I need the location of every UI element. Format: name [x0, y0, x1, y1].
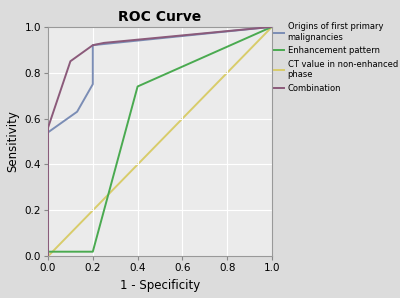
X-axis label: 1 - Specificity: 1 - Specificity: [120, 279, 200, 292]
Y-axis label: Sensitivity: Sensitivity: [6, 111, 19, 173]
Title: ROC Curve: ROC Curve: [118, 10, 202, 24]
Legend: Origins of first primary
malignancies, Enhancement pattern, CT value in non-enha: Origins of first primary malignancies, E…: [274, 22, 398, 93]
